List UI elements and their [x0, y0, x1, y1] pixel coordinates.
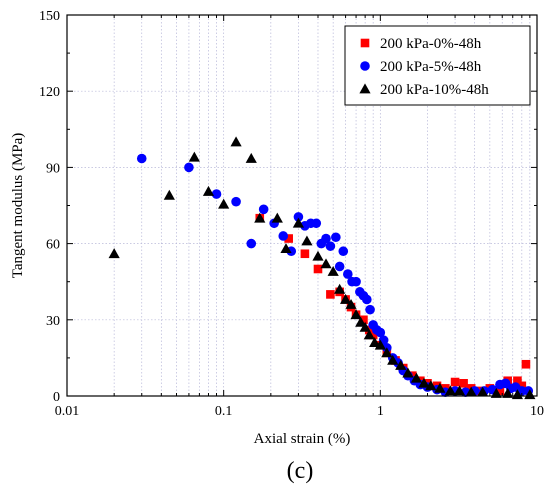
series-1 [255, 213, 531, 396]
data-point-triangle [320, 258, 332, 269]
data-point-square [521, 359, 531, 369]
data-point-circle [325, 241, 336, 251]
data-point-circle [293, 212, 304, 222]
y-tick-label: 90 [46, 161, 60, 176]
data-point-circle [311, 218, 322, 229]
data-point-triangle [511, 389, 524, 400]
data-point-triangle [387, 354, 399, 365]
panel-label: (c) [287, 458, 314, 484]
data-point-triangle [402, 367, 414, 378]
y-tick-label: 0 [53, 390, 60, 405]
data-point-square [495, 386, 505, 396]
data-point-triangle [444, 385, 456, 396]
data-point-circle [231, 196, 241, 207]
data-point-triangle [334, 283, 346, 294]
legend-box [344, 25, 531, 106]
data-point-square [450, 377, 460, 387]
legend-label: 200 kPa-0%-48h [380, 36, 482, 52]
series-3 [108, 136, 536, 400]
data-point-triangle [434, 382, 446, 393]
data-point-triangle [327, 265, 339, 276]
data-point-square [368, 330, 378, 340]
y-tick-label: 150 [39, 9, 60, 24]
data-point-circle [362, 294, 372, 305]
data-point-triangle [301, 235, 313, 246]
y-tick-label: 120 [39, 85, 60, 100]
data-point-triangle [230, 136, 242, 147]
data-point-circle [334, 261, 345, 272]
data-point-triangle [350, 309, 362, 320]
data-point-triangle [363, 329, 375, 340]
data-point-triangle [163, 189, 175, 200]
data-point-triangle [490, 387, 502, 398]
data-point-triangle [502, 387, 514, 398]
data-point-circle [331, 232, 341, 243]
data-point-triangle [202, 185, 215, 196]
data-point-triangle [312, 250, 324, 261]
data-point-square [517, 381, 527, 391]
data-point-triangle [395, 359, 407, 370]
y-axis-title: Tangent modulus (MPa) [10, 133, 26, 279]
data-point-triangle [359, 83, 371, 94]
legend-label: 200 kPa-10%-48h [380, 82, 489, 98]
data-point-triangle [477, 386, 489, 397]
data-point-circle [211, 189, 222, 199]
data-point-circle [375, 327, 386, 338]
data-point-circle [365, 304, 375, 315]
legend-label: 200 kPa-5%-48h [380, 59, 482, 75]
data-point-triangle [188, 151, 200, 162]
data-point-circle [278, 231, 289, 241]
data-point-square [360, 38, 370, 48]
data-point-circle [338, 246, 349, 257]
data-point-triangle [292, 217, 305, 228]
data-point-triangle [271, 212, 283, 223]
data-point-triangle [355, 316, 367, 327]
data-point-triangle [465, 386, 477, 397]
data-point-square [513, 376, 522, 386]
data-point-circle [343, 269, 353, 279]
data-point-circle [321, 233, 331, 244]
data-point-circle [258, 204, 269, 215]
data-point-square [326, 290, 335, 299]
data-point-square [300, 249, 310, 259]
y-tick-label: 60 [46, 238, 60, 253]
data-point-triangle [108, 248, 120, 259]
data-point-triangle [280, 243, 292, 254]
y-tick-label: 30 [46, 314, 60, 329]
data-point-square [313, 264, 323, 274]
data-point-square [459, 379, 468, 388]
data-point-circle [136, 153, 147, 164]
data-point-triangle [374, 339, 386, 350]
data-point-triangle [410, 372, 423, 383]
data-points [108, 136, 536, 400]
legend: 200 kPa-0%-48h 200 kPa-5%-48h 200 kPa-10%-… [344, 25, 531, 106]
data-point-triangle [339, 293, 352, 304]
data-point-circle [360, 61, 370, 71]
data-point-triangle [453, 385, 466, 396]
x-tick-label: 0.01 [55, 404, 80, 419]
data-point-triangle [418, 377, 430, 388]
data-point-triangle [381, 347, 393, 358]
data-point-triangle [369, 337, 381, 348]
data-point-triangle [425, 380, 437, 391]
data-point-square [284, 234, 293, 243]
data-point-square [359, 315, 368, 325]
data-point-triangle [245, 152, 257, 163]
data-point-triangle [218, 198, 230, 209]
x-axis-title: Axial strain (%) [254, 431, 351, 447]
x-tick-label: 10 [530, 404, 544, 419]
data-point-triangle [345, 298, 357, 309]
data-point-circle [351, 276, 361, 287]
data-point-triangle [359, 321, 371, 332]
data-point-triangle [254, 212, 266, 223]
x-tick-label: 1 [377, 404, 384, 419]
axis-ticks: 0.01 0.1 1 10 0 30 60 90 120 150 [39, 9, 544, 419]
data-point-circle [184, 162, 194, 173]
data-point-circle [246, 238, 257, 249]
x-tick-label: 0.1 [215, 404, 233, 419]
